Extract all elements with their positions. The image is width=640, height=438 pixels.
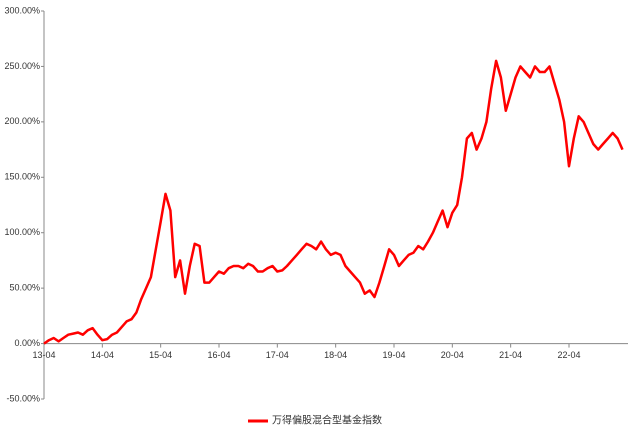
y-tick-label: 300.00%	[4, 5, 40, 15]
y-tick-label: 100.00%	[4, 227, 40, 237]
y-tick-label: 50.00%	[9, 283, 40, 293]
x-tick-label: 20-04	[441, 350, 464, 360]
x-tick-label: 19-04	[382, 350, 405, 360]
x-tick-label: 21-04	[499, 350, 522, 360]
y-tick-label: 0.00%	[14, 338, 40, 348]
y-tick-label: 150.00%	[4, 172, 40, 182]
x-tick-label: 17-04	[266, 350, 289, 360]
x-tick-label: 14-04	[91, 350, 114, 360]
y-tick-label: 200.00%	[4, 116, 40, 126]
x-tick-label: 18-04	[324, 350, 347, 360]
series-line	[43, 59, 624, 345]
x-tick-label: 15-04	[149, 350, 172, 360]
x-tick-label: 22-04	[557, 350, 580, 360]
x-tick-label: 13-04	[32, 350, 55, 360]
legend-text: 万得偏股混合型基金指数	[272, 414, 382, 427]
y-tick-label: -50.00%	[6, 393, 40, 403]
y-tick-label: 250.00%	[4, 61, 40, 71]
x-tick-label: 16-04	[207, 350, 230, 360]
